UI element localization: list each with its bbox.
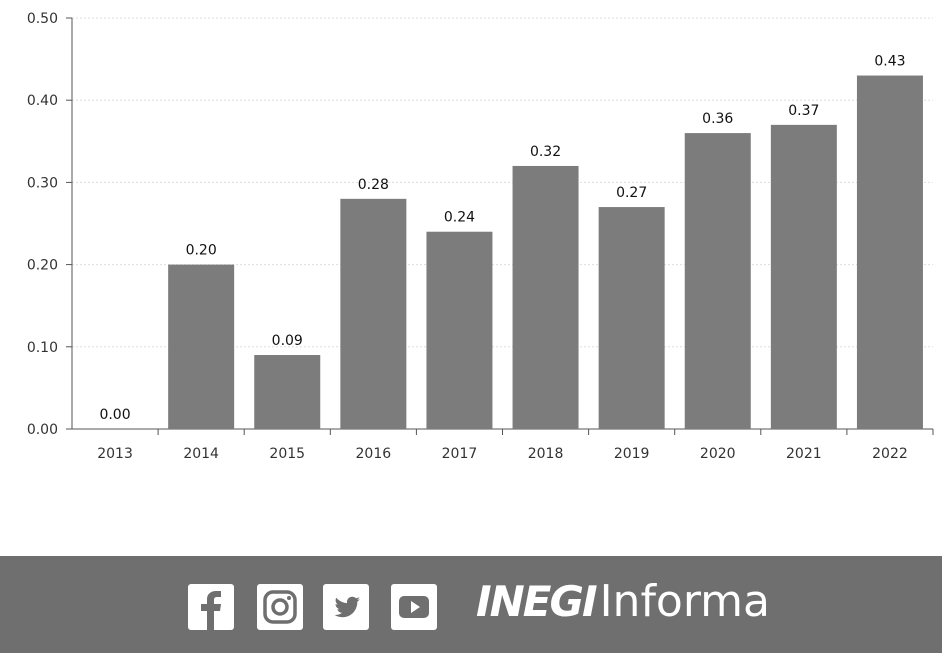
data-label-2020: 0.36: [702, 111, 733, 127]
x-tick-label-2013: 2013: [97, 446, 133, 462]
inegi-informa-logo[interactable]: INEGI Informa: [476, 576, 770, 636]
y-tick-label: 0.10: [27, 340, 58, 356]
brand-bold-text: INEGI: [476, 577, 598, 626]
y-tick-label: 0.00: [27, 422, 58, 438]
youtube-icon[interactable]: [391, 584, 437, 630]
x-tick-label-2017: 2017: [442, 446, 478, 462]
data-label-2017: 0.24: [444, 210, 475, 226]
x-tick-label-2022: 2022: [872, 446, 908, 462]
bar-2015: [254, 355, 321, 429]
y-tick-label: 0.40: [27, 93, 58, 109]
bar-2021: [770, 124, 837, 430]
data-label-2021: 0.37: [788, 103, 819, 119]
brand-light-text: Informa: [599, 576, 770, 627]
bar-2020: [684, 133, 751, 429]
data-label-2015: 0.09: [272, 333, 303, 349]
chart-area: 0.00 0.10 0.20 0.30 0.40 0.50 0.00 2013 0.20 2014…: [26, 11, 934, 462]
x-tick-label-2020: 2020: [700, 446, 736, 462]
data-label-2018: 0.32: [530, 144, 561, 160]
x-tick-label-2014: 2014: [183, 446, 219, 462]
bar-2022: [856, 75, 923, 429]
footer: INEGI Informa: [0, 556, 942, 653]
bar-2017: [426, 231, 493, 429]
data-label-2014: 0.20: [186, 243, 217, 259]
data-label-2016: 0.28: [358, 177, 389, 193]
instagram-icon[interactable]: [257, 584, 303, 630]
y-tick-label: 0.20: [27, 258, 58, 274]
data-label-2022: 0.43: [874, 54, 905, 70]
bar-2018: [512, 165, 579, 429]
twitter-icon[interactable]: [323, 584, 369, 630]
y-tick-label: 0.50: [27, 11, 58, 27]
bar-2014: [168, 264, 235, 429]
bar-chart: 0.00 0.10 0.20 0.30 0.40 0.50 0.00 2013 0.20 2014…: [27, 11, 934, 462]
y-tick-label: 0.30: [27, 175, 58, 191]
facebook-icon[interactable]: [188, 584, 234, 630]
x-tick-label-2019: 2019: [614, 446, 650, 462]
data-label-2013: 0.00: [99, 407, 130, 423]
x-tick-label-2018: 2018: [528, 446, 564, 462]
bar-2016: [340, 198, 407, 429]
x-tick-label-2015: 2015: [269, 446, 305, 462]
x-tick-label-2021: 2021: [786, 446, 822, 462]
data-label-2019: 0.27: [616, 185, 647, 201]
bar-2019: [598, 207, 665, 429]
x-tick-label-2016: 2016: [356, 446, 392, 462]
